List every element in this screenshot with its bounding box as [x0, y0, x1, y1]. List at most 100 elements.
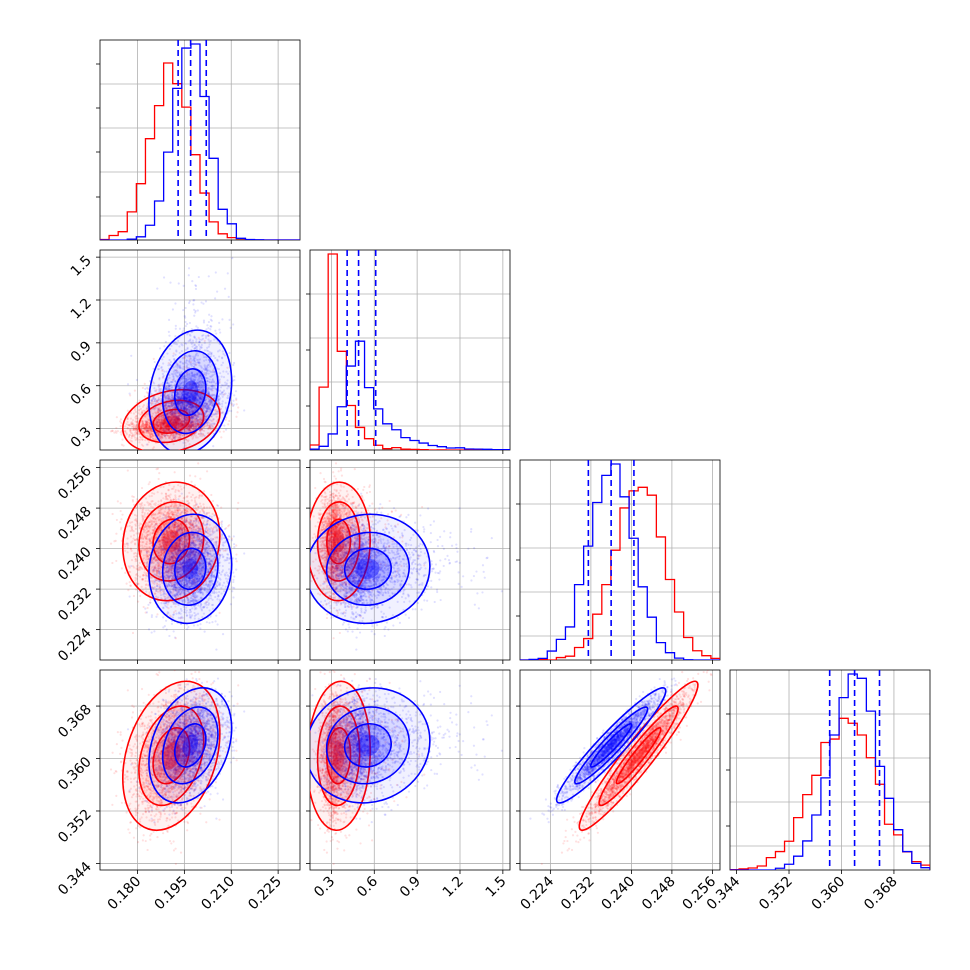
sample-point [191, 421, 194, 424]
x-tick-label: 0.352 [756, 874, 796, 914]
sample-point [172, 443, 175, 446]
sample-point [193, 423, 196, 426]
sample-point [160, 429, 163, 432]
panels: 0.344 0.352 0.360 0.3680.30.60.91.21.50.224… [55, 39, 931, 914]
sample-point [158, 437, 161, 440]
sample-point [192, 303, 195, 306]
sample-point [184, 392, 187, 395]
sample-point [163, 427, 166, 431]
sample-point [171, 424, 174, 427]
sample-point [236, 411, 239, 414]
sample-point [171, 308, 175, 311]
sample-point [190, 426, 193, 430]
sample-point [167, 413, 170, 417]
sample-point [146, 407, 149, 410]
sample-point [173, 425, 176, 428]
sample-point [182, 397, 185, 401]
sample-point [141, 429, 145, 433]
sample-point [163, 420, 166, 423]
sample-point [163, 425, 167, 428]
sample-point [156, 421, 159, 424]
sample-point [188, 429, 191, 432]
sample-point [185, 416, 188, 419]
sample-point [188, 424, 191, 427]
sample-point [166, 434, 170, 437]
sample-point [159, 415, 162, 418]
sample-point [158, 435, 161, 438]
sample-point [133, 389, 137, 392]
sample-point [202, 319, 206, 322]
sample-point [195, 424, 198, 427]
sample-point [197, 423, 200, 427]
sample-point [180, 400, 184, 404]
sample-point [243, 409, 246, 412]
sample-point [164, 340, 168, 344]
sample-point [120, 443, 124, 446]
sample-point [119, 521, 122, 524]
sample-point [159, 425, 162, 428]
sample-point [143, 423, 147, 426]
sample-point [158, 426, 161, 430]
sample-point [159, 428, 162, 431]
sample-point [177, 418, 181, 421]
sample-point [202, 429, 206, 432]
sample-point [195, 419, 199, 422]
sample-point [171, 413, 174, 416]
sample-point [138, 441, 141, 444]
sample-point [167, 430, 170, 433]
sample-point [160, 427, 163, 430]
sample-point [210, 427, 213, 430]
sample-point [180, 405, 184, 408]
sample-point [126, 416, 129, 419]
sample-point [167, 411, 170, 415]
sample-point [148, 425, 151, 428]
sample-point [193, 418, 196, 421]
sample-point [185, 427, 188, 430]
sample-point [141, 430, 144, 434]
sample-point [175, 420, 178, 423]
sample-point [196, 420, 199, 423]
sample-point [202, 407, 205, 411]
sample-point [178, 422, 181, 425]
sample-point [164, 420, 167, 423]
sample-point [160, 437, 163, 440]
sample-point [158, 387, 161, 391]
sample-point [167, 418, 171, 421]
sample-point [166, 424, 169, 427]
sample-point [156, 423, 159, 427]
sample-point [205, 402, 209, 406]
sample-point [121, 438, 124, 441]
sample-point [149, 431, 153, 434]
sample-point [200, 301, 203, 304]
sample-point [174, 327, 177, 330]
sample-point [185, 419, 189, 422]
sample-point [160, 419, 163, 422]
sample-point [174, 420, 178, 423]
sample-point [174, 427, 177, 430]
sample-point [188, 443, 191, 446]
sample-point [142, 431, 145, 434]
sample-point [197, 336, 200, 340]
sample-point [115, 431, 118, 434]
sample-point [165, 422, 168, 425]
sample-point [157, 398, 160, 401]
sample-point [160, 421, 163, 424]
sample-point [187, 424, 190, 428]
sample-point [185, 408, 188, 411]
sample-point [162, 422, 165, 425]
sample-point [197, 422, 200, 426]
sample-point [191, 420, 194, 423]
sample-point [140, 436, 143, 439]
sample-point [158, 418, 161, 422]
sample-point [227, 409, 231, 412]
sample-point [189, 403, 192, 406]
sample-point [232, 399, 235, 402]
sample-point [228, 318, 231, 321]
sample-point [147, 429, 150, 432]
sample-point [188, 427, 192, 430]
sample-point [237, 406, 240, 409]
sample-point [229, 326, 232, 329]
sample-point [178, 424, 181, 427]
sample-point [154, 423, 157, 426]
sample-point [219, 331, 222, 334]
